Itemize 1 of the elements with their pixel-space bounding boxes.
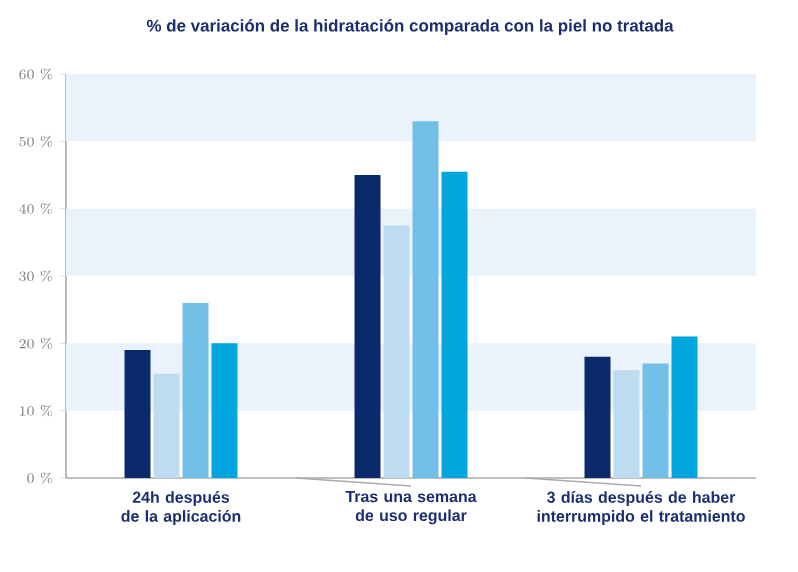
chart-title: % de variación de la hidratación comparada con la piel no tratada — [146, 19, 674, 35]
